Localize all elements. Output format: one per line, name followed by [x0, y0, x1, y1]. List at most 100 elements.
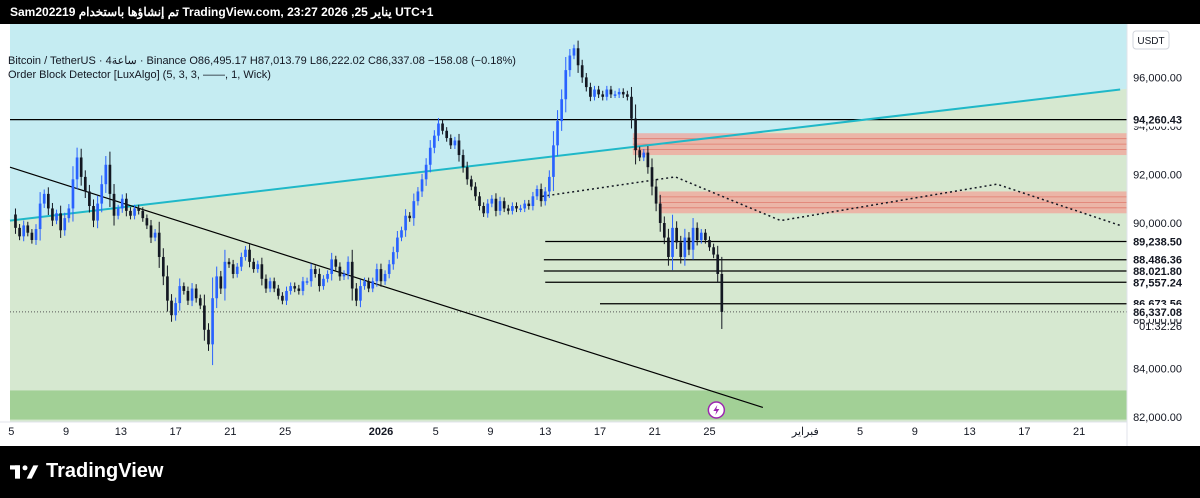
candle-body [691, 227, 695, 250]
candle-body [699, 232, 703, 240]
candle [371, 277, 375, 293]
candle-body [149, 225, 153, 238]
indicator-legend[interactable]: Order Block Detector [LuxAlgo] (5, 3, 3,… [8, 69, 271, 81]
candle [354, 283, 358, 307]
candle-body [683, 237, 687, 257]
candle [272, 277, 276, 293]
candle-body [584, 77, 588, 88]
candle-body [576, 48, 580, 66]
candle [695, 222, 699, 246]
candle-body [207, 329, 210, 345]
candle [699, 229, 703, 244]
candle [548, 170, 551, 199]
candle [502, 197, 506, 213]
candle-body [449, 138, 453, 146]
y-tick-label: 82,000.00 [1133, 412, 1182, 424]
candle [293, 282, 297, 293]
candle [490, 195, 494, 208]
candle-body [268, 281, 272, 289]
candle-body [630, 96, 633, 119]
candle-body [203, 305, 206, 330]
candle [400, 226, 403, 242]
tradingview-logo-icon [10, 464, 39, 479]
candle-body [125, 198, 128, 211]
candle [219, 270, 223, 294]
candle-body [272, 281, 276, 289]
candle-body [667, 237, 670, 257]
candle [482, 202, 485, 217]
candle-body [494, 198, 498, 211]
candle-body [371, 281, 375, 289]
candle-body [621, 91, 625, 95]
candle [712, 243, 715, 259]
candle-body [675, 227, 678, 243]
candle [556, 110, 559, 157]
candle [92, 199, 95, 228]
candle [170, 294, 173, 322]
candle [322, 275, 325, 290]
x-tick-label: 13 [115, 426, 127, 438]
candle-body [490, 198, 494, 204]
candle-body [424, 164, 428, 180]
candle-body [548, 176, 551, 192]
candle-body [285, 290, 288, 301]
candle [576, 40, 580, 73]
candle-body [223, 261, 227, 289]
chart-canvas[interactable]: 5 9 13 17 21 25 2026 5 9 13 17 21 25 فبراير 5 9 13 17 21 US… [0, 24, 1200, 446]
candle-body [535, 189, 539, 197]
x-tick-label: 17 [170, 426, 182, 438]
candle-body [313, 269, 317, 274]
candle-body [519, 208, 522, 210]
candle-body [613, 94, 617, 96]
candle [342, 270, 346, 281]
candle-body [235, 266, 239, 274]
candle-body [539, 189, 543, 202]
candle-body [153, 232, 157, 238]
candle-body [597, 89, 600, 95]
candle [203, 294, 206, 341]
candle [708, 236, 711, 251]
candle-body [88, 191, 91, 207]
candle-body [96, 203, 99, 221]
candle [379, 263, 383, 287]
trendline-cyan [9, 88, 1121, 222]
candle-body [289, 286, 292, 291]
currency-button [1132, 30, 1170, 50]
candle-body [100, 184, 104, 204]
candle-body [326, 273, 329, 279]
candle-body [42, 193, 46, 204]
candle-body [482, 206, 485, 214]
candle-body [190, 288, 194, 301]
candle-body [83, 176, 87, 192]
candle [523, 199, 527, 213]
candle-body [568, 55, 572, 71]
candle [568, 48, 572, 77]
x-tick-label: 21 [1073, 426, 1085, 438]
candle-body [642, 152, 646, 158]
candle [18, 224, 21, 241]
candle [211, 277, 214, 366]
x-tick-label: 13 [539, 426, 551, 438]
candle-body [198, 298, 202, 306]
candle-body [704, 232, 707, 240]
candle [240, 252, 243, 272]
candle-body [465, 167, 469, 180]
chart-frame[interactable]: 5 9 13 17 21 25 2026 5 9 13 17 21 25 فبراير 5 9 13 17 21 US… [0, 24, 1200, 446]
candle-body [244, 249, 247, 257]
candle-body [617, 91, 621, 95]
candle [198, 294, 202, 310]
tradingview-brand[interactable]: TradingView [10, 460, 163, 483]
candle-body [461, 155, 465, 168]
candle [55, 209, 58, 225]
candle [626, 90, 629, 101]
candle-body [441, 123, 444, 131]
candle-body [186, 290, 190, 301]
candle [22, 220, 26, 242]
candle [194, 284, 198, 303]
candle-body [46, 193, 50, 209]
candle-body [387, 264, 391, 274]
candle-body [679, 242, 683, 257]
candle-body [240, 256, 243, 267]
candle [88, 184, 91, 213]
symbol-ohlc-legend[interactable]: Bitcoin / TetherUS · 4ساعة · Binance O86… [8, 55, 516, 67]
